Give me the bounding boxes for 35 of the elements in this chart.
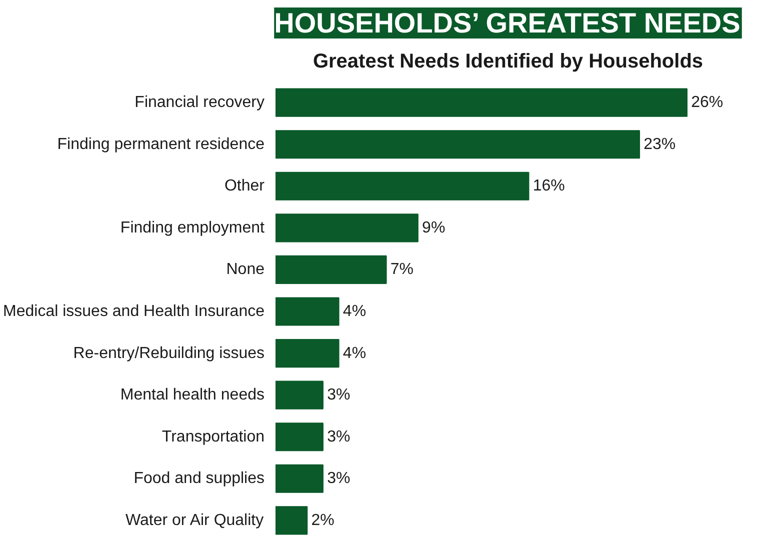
- data-label: 16%: [532, 178, 565, 195]
- data-label: 3%: [327, 470, 350, 488]
- data-label: 2%: [311, 512, 334, 529]
- y-tick-label: Food and supplies: [134, 470, 265, 488]
- bar: [276, 214, 418, 242]
- data-label: 26%: [691, 94, 724, 112]
- data-label: 3%: [327, 428, 350, 446]
- data-label: 4%: [342, 344, 366, 362]
- bar: [276, 506, 308, 535]
- y-tick-label: Water or Air Quality: [126, 512, 264, 529]
- chart-subtitle: Greatest Needs Identified by Households: [312, 50, 704, 72]
- bar: [276, 255, 387, 284]
- bar: [276, 88, 688, 117]
- data-label: 23%: [644, 136, 676, 153]
- y-tick-label: None: [226, 261, 265, 278]
- data-label: 4%: [342, 303, 366, 320]
- bar: [276, 380, 324, 410]
- bar: [276, 338, 340, 368]
- chart-title: HOUSEHOLDS’ GREATEST NEEDS: [274, 8, 740, 38]
- y-tick-label: Finding employment: [120, 219, 266, 236]
- data-label: 7%: [390, 261, 414, 278]
- y-tick-label: Transportation: [162, 428, 265, 446]
- y-tick-label: Finding permanent residence: [57, 136, 265, 153]
- y-tick-label: Other: [224, 178, 266, 195]
- y-tick-label: Financial recovery: [134, 94, 264, 112]
- y-tick-label: Re-entry/Rebuilding issues: [73, 344, 264, 362]
- data-label: 3%: [327, 386, 350, 404]
- bar: [276, 130, 640, 159]
- y-tick-label: Mental health needs: [120, 386, 265, 404]
- bar: [276, 464, 324, 493]
- data-label: 9%: [422, 219, 446, 236]
- y-tick-label: Medical issues and Health Insurance: [3, 303, 265, 320]
- bar: [276, 422, 324, 452]
- bar: [276, 297, 340, 326]
- bar: [276, 172, 530, 200]
